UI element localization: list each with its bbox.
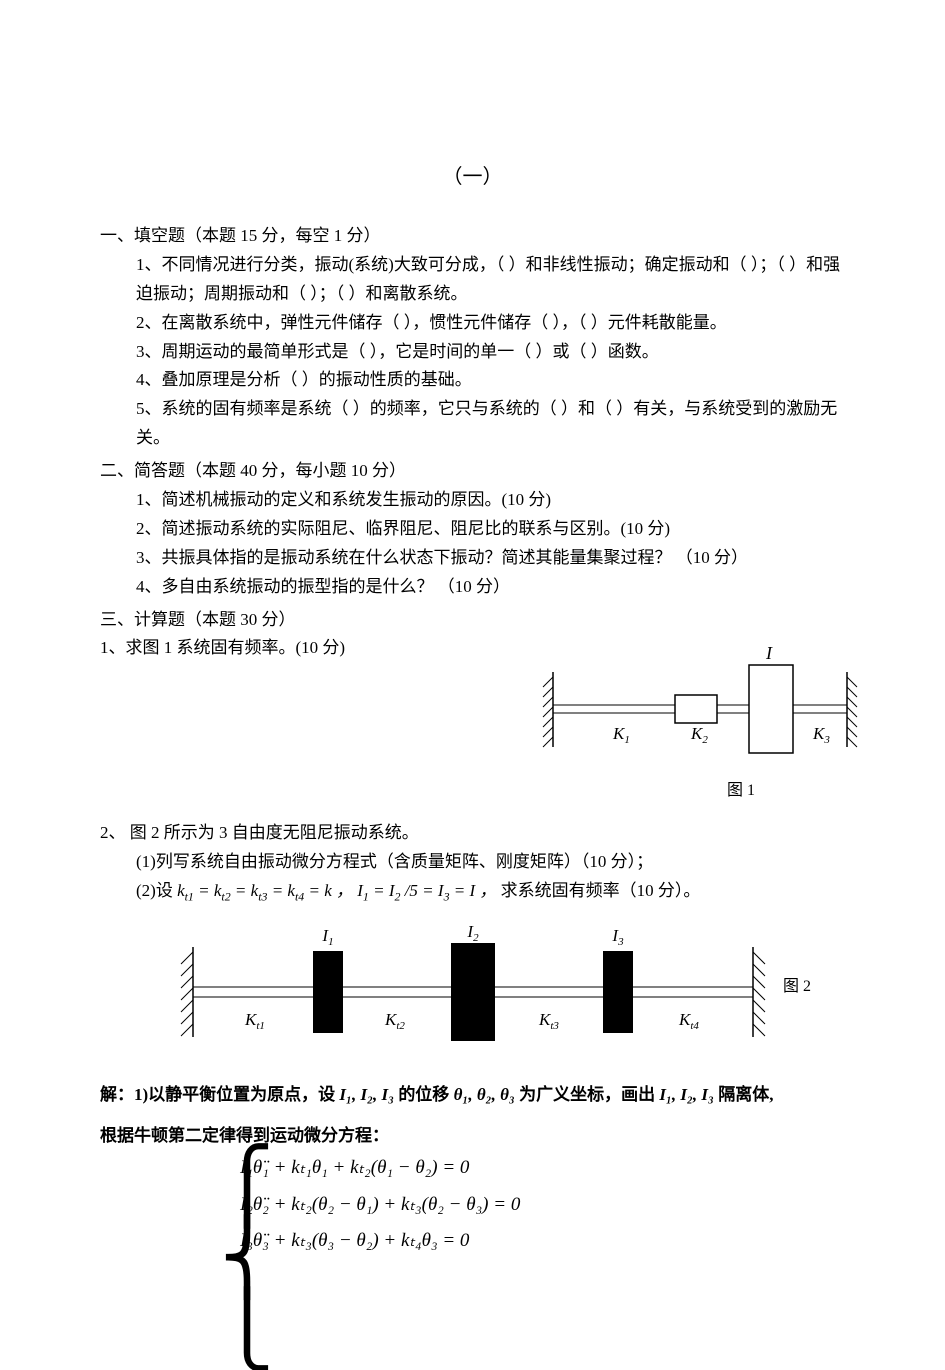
sol-l1-mid: 的位移 (398, 1085, 449, 1104)
sol-l1-math1: I₁, I₂, I₃ (339, 1085, 394, 1104)
fig1-label-K2: K2 (690, 724, 708, 746)
svg-text:Kt2: Kt2 (384, 1010, 405, 1032)
solution-line2: 根据牛顿第二定律得到运动微分方程： (100, 1122, 845, 1151)
s1-q1: 1、不同情况进行分类，振动(系统)大致可分成，（ ）和非线性振动；确定振动和（ … (100, 251, 845, 309)
svg-text:I2: I2 (466, 922, 479, 944)
equation-system: ⎧⎨⎩ I₁θ̈₁ + kₜ₁θ₁ + kₜ₂(θ₁ − θ₂) = 0 I₂θ… (100, 1150, 845, 1258)
s1-q2: 2、在离散系统中，弹性元件储存（ ），惯性元件储存（ ），（ ）元件耗散能量。 (100, 309, 845, 338)
figure1-container: I K1 K2 K3 图 1 (100, 659, 845, 819)
figure1-caption: 图 1 (727, 777, 755, 804)
s1-q4: 4、叠加原理是分析（ ）的振动性质的基础。 (100, 366, 845, 395)
eq1: I₁θ̈₁ + kₜ₁θ₁ + kₜ₂(θ₁ − θ₂) = 0 (240, 1150, 845, 1186)
figure1-svg: I K1 K2 K3 (535, 647, 865, 777)
svg-text:Kt3: Kt3 (538, 1010, 559, 1032)
sol-l1-suffix: 隔离体, (718, 1085, 773, 1104)
exam-page: （一） 一、填空题（本题 15 分，每空 1 分） 1、不同情况进行分类，振动(… (0, 0, 945, 1339)
eq2: I₂θ̈₂ + kₜ₂(θ₂ − θ₁) + kₜ₃(θ₂ − θ₃) = 0 (240, 1187, 845, 1223)
eq3: I₃θ̈₃ + kₜ₃(θ₃ − θ₂) + kₜ₄θ₃ = 0 (240, 1223, 845, 1259)
s1-q5: 5、系统的固有频率是系统（ ）的频率，它只与系统的（ ）和（ ）有关，与系统受到… (100, 395, 845, 453)
s3-q2-sub2-suffix: 求系统固有频率（10 分）。 (501, 881, 701, 900)
svg-text:Kt4: Kt4 (678, 1010, 699, 1032)
svg-text:I1: I1 (321, 926, 333, 948)
sol-l1-math2: θ₁, θ₂, θ₃ (454, 1085, 515, 1104)
svg-text:I3: I3 (611, 926, 624, 948)
section1-title: 一、填空题（本题 15 分，每空 1 分） (100, 222, 845, 251)
fig1-label-I: I (765, 647, 773, 663)
s2-q2: 2、简述振动系统的实际阻尼、临界阻尼、阻尼比的联系与区别。(10 分) (100, 515, 845, 544)
brace-icon: ⎧⎨⎩ (220, 1150, 274, 1366)
solution-line1: 解：1)以静平衡位置为原点，设 I₁, I₂, I₃ 的位移 θ₁, θ₂, θ… (100, 1081, 845, 1110)
s3-q2-sub2-prefix: (2)设 (136, 881, 173, 900)
figure2-container: I1 I2 I3 Kt1 Kt2 Kt3 Kt4 图 2 (100, 917, 845, 1067)
s3-q2-intro: 2、 图 2 所示为 3 自由度无阻尼振动系统。 (100, 819, 845, 848)
paper-number: （一） (100, 160, 845, 194)
s2-q1: 1、简述机械振动的定义和系统发生振动的原因。(10 分) (100, 486, 845, 515)
s2-q4: 4、多自由系统振动的振型指的是什么？ （10 分） (100, 573, 845, 602)
fig1-label-K3: K3 (812, 724, 830, 746)
sol-l1-mid2: 为广义坐标，画出 (519, 1085, 655, 1104)
figure2-caption: 图 2 (783, 973, 811, 1000)
s3-q2-sub2-math: kt1 = kt2 = kt3 = kt4 = k ， I1 = I2 /5 =… (177, 881, 496, 900)
section3-title: 三、计算题（本题 30 分） (100, 606, 845, 635)
fig1-label-K1: K1 (612, 724, 630, 746)
section2-title: 二、简答题（本题 40 分，每小题 10 分） (100, 457, 845, 486)
sol-l1-prefix: 解：1)以静平衡位置为原点，设 (100, 1085, 335, 1104)
s2-q3: 3、共振具体指的是振动系统在什么状态下振动？简述其能量集聚过程？ （10 分） (100, 544, 845, 573)
sol-l1-math3: I₁, I₂, I₃ (659, 1085, 714, 1104)
figure2-svg: I1 I2 I3 Kt1 Kt2 Kt3 Kt4 (163, 917, 783, 1057)
s1-q3: 3、周期运动的最简单形式是（ ），它是时间的单一（ ）或（ ）函数。 (100, 338, 845, 367)
svg-text:Kt1: Kt1 (244, 1010, 265, 1032)
s3-q2-sub1: (1)列写系统自由振动微分方程式（含质量矩阵、刚度矩阵）（10 分）； (100, 848, 845, 877)
s3-q2-sub2: (2)设 kt1 = kt2 = kt3 = kt4 = k ， I1 = I2… (100, 877, 845, 907)
